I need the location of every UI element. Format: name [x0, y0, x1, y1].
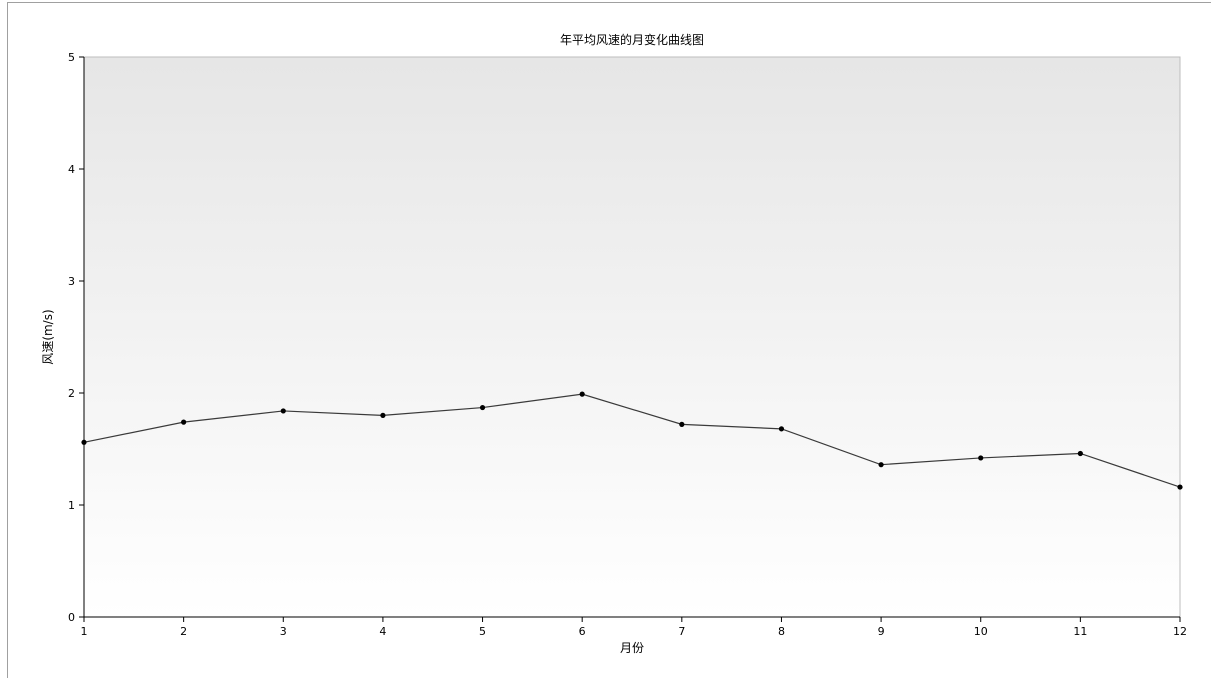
data-point — [1177, 484, 1183, 490]
plot-area — [83, 56, 1181, 618]
data-point — [978, 455, 984, 461]
y-axis: 0 1 2 3 4 5 — [68, 51, 85, 624]
x-tick-label: 9 — [878, 625, 885, 638]
series-line — [83, 393, 1181, 488]
x-tick-label: 4 — [379, 625, 386, 638]
x-tick-label: 8 — [778, 625, 785, 638]
y-tick-label: 1 — [68, 499, 75, 512]
x-tick-label: 10 — [974, 625, 988, 638]
data-point — [1077, 450, 1083, 457]
series-group — [81, 391, 1183, 490]
data-point — [81, 439, 87, 445]
x-tick-label: 2 — [180, 625, 187, 638]
y-tick-label: 3 — [68, 275, 75, 288]
x-axis: 1 2 3 4 5 6 7 8 9 10 11 12 — [81, 616, 1187, 638]
y-tick-label: 0 — [68, 611, 75, 624]
data-point — [579, 391, 585, 397]
x-tick-label: 11 — [1073, 625, 1087, 638]
y-tick-label: 2 — [68, 387, 75, 400]
y-axis-title: 风速(m/s) — [41, 309, 55, 364]
data-point — [380, 412, 386, 418]
x-tick-label: 12 — [1173, 625, 1187, 638]
y-tick-label: 5 — [68, 51, 75, 64]
data-point — [679, 421, 685, 427]
data-point — [181, 419, 187, 425]
data-point — [479, 404, 486, 411]
x-tick-label: 3 — [280, 625, 287, 638]
x-tick-label: 1 — [81, 625, 88, 638]
data-point — [280, 408, 286, 414]
y-tick-label: 4 — [68, 163, 75, 176]
x-tick-label: 6 — [579, 625, 586, 638]
x-tick-label: 7 — [678, 625, 685, 638]
x-tick-label: 5 — [479, 625, 486, 638]
chart-title: 年平均风速的月变化曲线图 — [560, 32, 704, 47]
data-point — [778, 426, 785, 432]
x-axis-title: 月份 — [620, 641, 644, 655]
data-point — [878, 462, 884, 468]
